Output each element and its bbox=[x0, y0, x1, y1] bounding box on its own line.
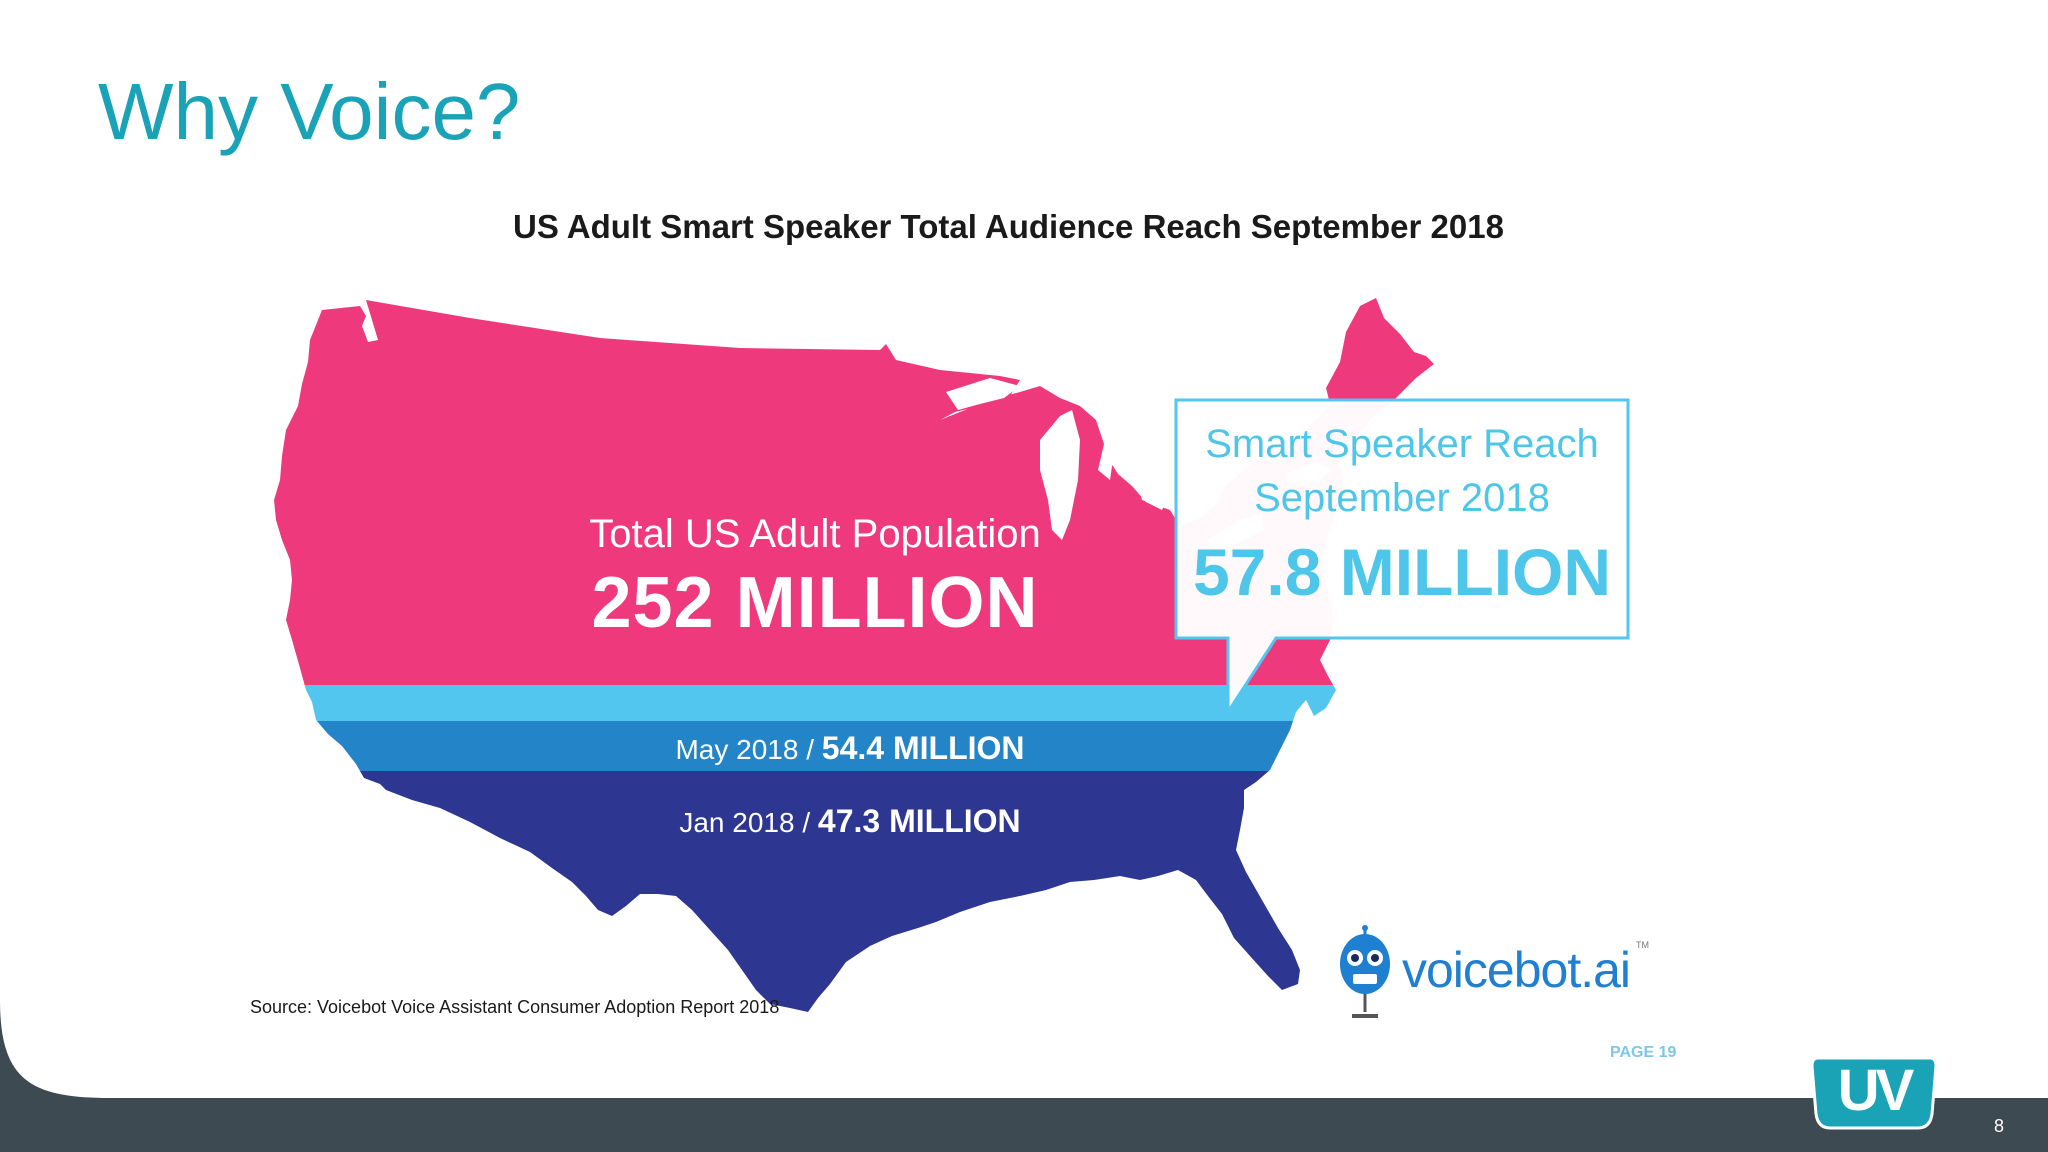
slide-number: 8 bbox=[1993, 1116, 2004, 1136]
voicebot-logo: voicebot.ai TM bbox=[1336, 924, 1666, 1024]
jan-2018-text: Jan 2018 / bbox=[679, 807, 811, 838]
uv-logo: UV bbox=[1808, 1052, 1940, 1132]
source-note: Source: Voicebot Voice Assistant Consume… bbox=[250, 997, 780, 1017]
band-sept-2018 bbox=[274, 685, 1434, 721]
jan-2018-value: 47.3 MILLION bbox=[817, 803, 1021, 839]
page-ref: PAGE 19 bbox=[1610, 1044, 1677, 1061]
callout-line2: September 2018 bbox=[1254, 476, 1550, 520]
callout-line1: Smart Speaker Reach bbox=[1205, 422, 1599, 466]
uv-logo-text: UV bbox=[1837, 1058, 1915, 1123]
uv-logo-shape bbox=[1810, 1056, 1938, 1130]
slide-title: Why Voice? bbox=[98, 67, 521, 156]
band-may-2018 bbox=[274, 721, 1434, 771]
jan-2018-label: Jan 2018 / 47.3 MILLION bbox=[600, 801, 1100, 843]
may-2018-value: 54.4 MILLION bbox=[821, 730, 1025, 766]
brand-tm: TM bbox=[1636, 940, 1649, 950]
callout-value: 57.8 MILLION bbox=[1192, 535, 1612, 609]
population-label: Total US Adult Population bbox=[589, 512, 1041, 556]
robot-mic-icon bbox=[1340, 925, 1390, 1018]
may-2018-label: May 2018 / 54.4 MILLION bbox=[600, 728, 1100, 770]
population-value: 252 MILLION bbox=[591, 563, 1039, 643]
brand-name: voicebot.ai bbox=[1402, 942, 1631, 998]
infographic-title: US Adult Smart Speaker Total Audience Re… bbox=[513, 208, 1504, 245]
may-2018-text: May 2018 / bbox=[675, 734, 815, 765]
callout-box bbox=[1174, 398, 1630, 718]
